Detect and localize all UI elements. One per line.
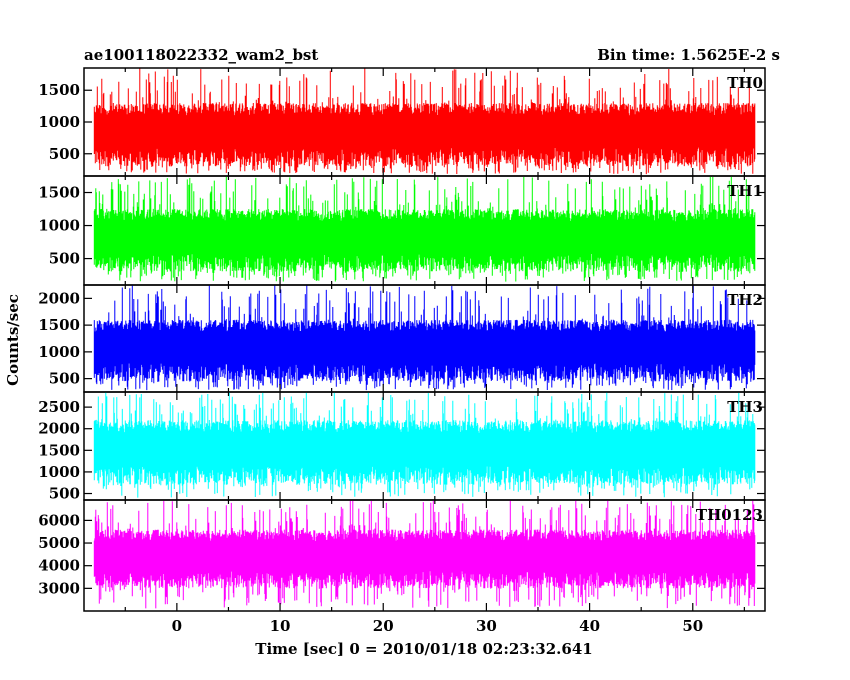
y-tick-label: 500 — [49, 145, 80, 163]
series-th3 — [93, 392, 756, 498]
panel-label-th3: TH3 — [727, 398, 763, 416]
y-tick-label: 1000 — [38, 343, 80, 361]
y-tick-label: 1500 — [38, 184, 80, 202]
y-tick-label: 500 — [49, 485, 80, 503]
x-tick-label: 20 — [373, 617, 394, 635]
panel-label-th0123: TH0123 — [696, 506, 763, 524]
panel-th2: 500 1000 1500 2000 TH2 — [38, 284, 766, 393]
y-tick-label: 3000 — [38, 579, 80, 597]
series-th2 — [93, 285, 756, 391]
series-th1 — [93, 176, 756, 282]
x-tick-label: 50 — [682, 617, 703, 635]
y-tick-label: 6000 — [38, 511, 80, 529]
panel-th1: 500 1000 1500 TH1 — [38, 175, 766, 286]
y-tick-label: 2000 — [38, 420, 80, 438]
panel-label-th2: TH2 — [727, 291, 763, 309]
x-tick-label: 40 — [579, 617, 600, 635]
x-tick-label: 30 — [476, 617, 497, 635]
y-tick-label: 1500 — [38, 81, 80, 99]
y-tick-label: 2500 — [38, 398, 80, 416]
y-tick-label: 1000 — [38, 217, 80, 235]
series-th0 — [93, 68, 756, 175]
y-tick-label: 1500 — [38, 316, 80, 334]
y-tick-label: 2000 — [38, 289, 80, 307]
y-tick-label: 1500 — [38, 441, 80, 459]
panel-label-th1: TH1 — [727, 182, 763, 200]
x-tick-label: 0 — [172, 617, 182, 635]
y-tick-label: 500 — [49, 250, 80, 268]
y-tick-label: 1000 — [38, 113, 80, 131]
series-th0123 — [93, 500, 756, 609]
y-tick-label: 5000 — [38, 534, 80, 552]
x-axis-label: Time [sec] 0 = 2010/01/18 02:23:32.641 — [255, 640, 592, 658]
y-tick-label: 1000 — [38, 463, 80, 481]
y-tick-label: 500 — [49, 370, 80, 388]
panel-th3: 500 1000 1500 2000 2500 TH3 — [38, 391, 766, 503]
chart-title-left: ae100118022332_wam2_bst — [84, 46, 318, 64]
panel-th0123: 3000 4000 5000 6000 TH0123 — [38, 499, 766, 612]
panel-frame — [83, 499, 766, 612]
y-axis-label: Counts/sec — [4, 294, 22, 386]
y-tick-label: 4000 — [38, 557, 80, 575]
panel-label-th0: TH0 — [727, 74, 763, 92]
x-tick-label: 10 — [270, 617, 291, 635]
chart-title-right: Bin time: 1.5625E-2 s — [597, 46, 780, 64]
panel-th0: 500 1000 1500 TH0 — [38, 67, 766, 177]
